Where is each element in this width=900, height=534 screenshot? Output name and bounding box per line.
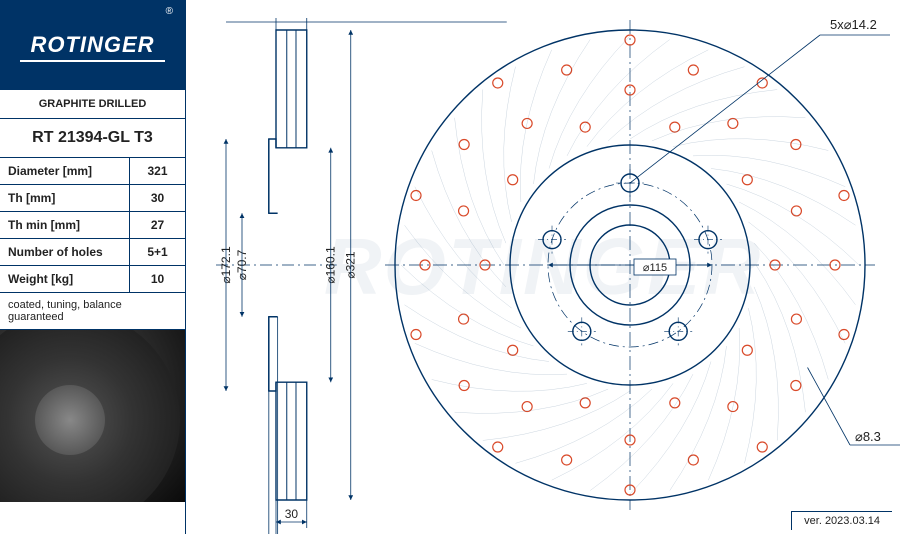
- spec-label: Number of holes: [0, 239, 130, 266]
- part-number: RT 21394-GL T3: [0, 119, 185, 158]
- spec-row: Th [mm]30: [0, 185, 185, 212]
- spec-table: Diameter [mm]321Th [mm]30Th min [mm]27Nu…: [0, 158, 185, 293]
- brand-logo: ROTINGER ®: [0, 0, 185, 90]
- spec-note: coated, tuning, balance guaranteed: [0, 293, 185, 330]
- registered-mark: ®: [166, 6, 173, 17]
- product-photo: [0, 330, 185, 502]
- svg-text:30: 30: [285, 507, 299, 521]
- spec-panel: ROTINGER ® GRAPHITE DRILLED RT 21394-GL …: [0, 0, 186, 534]
- technical-drawing: ⌀172.1⌀70.7⌀160.1⌀32130378.65x⌀14.2⌀8.3⌀…: [186, 0, 900, 534]
- spec-row: Weight [kg]10: [0, 266, 185, 293]
- spec-label: Diameter [mm]: [0, 158, 130, 185]
- spec-value: 321: [130, 158, 186, 185]
- svg-text:⌀8.3: ⌀8.3: [855, 429, 881, 444]
- spec-value: 5+1: [130, 239, 186, 266]
- svg-text:⌀115: ⌀115: [643, 262, 667, 274]
- spec-value: 27: [130, 212, 186, 239]
- product-title: GRAPHITE DRILLED: [0, 90, 185, 119]
- spec-label: Weight [kg]: [0, 266, 130, 293]
- spec-value: 10: [130, 266, 186, 293]
- brand-text: ROTINGER: [30, 32, 154, 58]
- drawing-area: ROTINGER ⌀172.1⌀70.7⌀160.1⌀32130378.65x⌀…: [186, 0, 900, 534]
- spec-row: Diameter [mm]321: [0, 158, 185, 185]
- logo-underline: [20, 60, 165, 62]
- spec-row: Number of holes5+1: [0, 239, 185, 266]
- version-label: ver. 2023.03.14: [791, 511, 892, 530]
- spec-row: Th min [mm]27: [0, 212, 185, 239]
- spec-label: Th [mm]: [0, 185, 130, 212]
- spec-value: 30: [130, 185, 186, 212]
- spec-label: Th min [mm]: [0, 212, 130, 239]
- svg-text:5x⌀14.2: 5x⌀14.2: [830, 17, 877, 32]
